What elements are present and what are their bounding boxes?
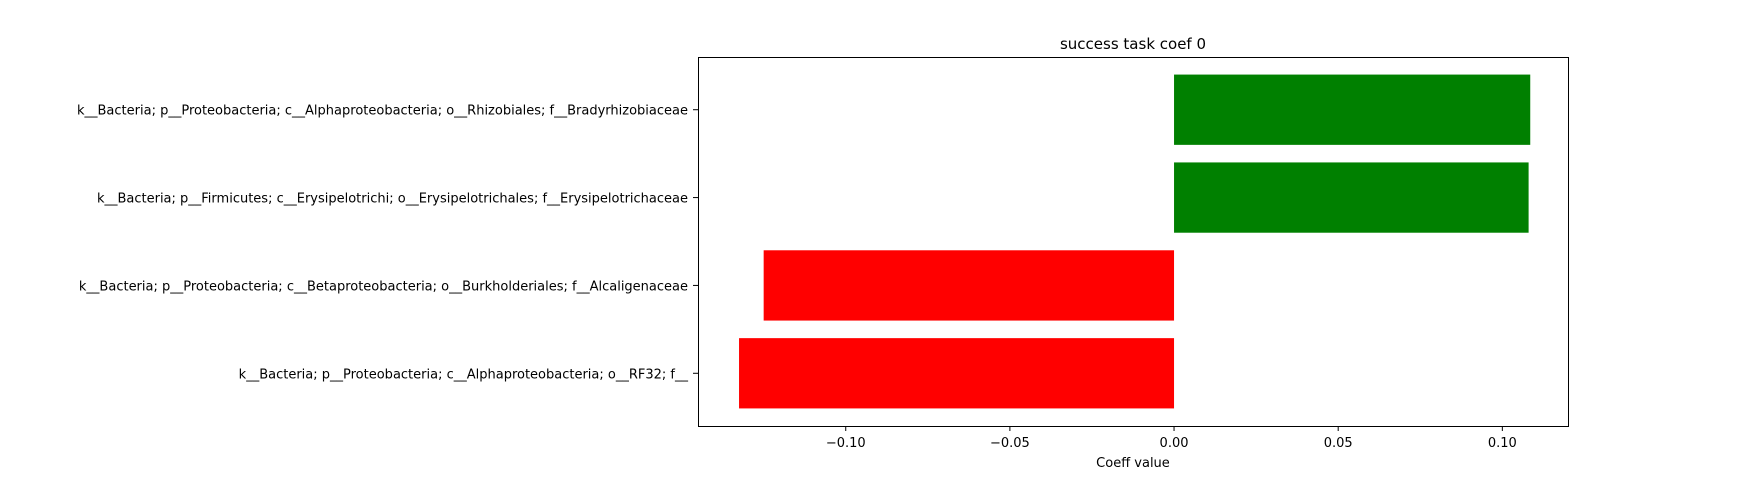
plot-frame <box>698 57 1569 427</box>
x-axis-ticks: −0.10 −0.05 0.00 0.05 0.10 <box>826 426 1517 451</box>
x-tick-label: −0.05 <box>990 436 1030 451</box>
x-axis-label: Coeff value <box>1096 456 1170 471</box>
x-tick-label: 0.00 <box>1160 436 1189 451</box>
category-label: k__Bacteria; p__Firmicutes; c__Erysipelo… <box>97 192 688 207</box>
x-tick-label: 0.10 <box>1488 436 1517 451</box>
bar <box>1174 74 1531 145</box>
category-label: k__Bacteria; p__Proteobacteria; c__Alpha… <box>77 104 688 119</box>
bars-layer <box>739 74 1531 409</box>
x-tick-label: −0.10 <box>826 436 866 451</box>
bar <box>739 338 1175 409</box>
x-tick-label: 0.05 <box>1324 436 1353 451</box>
chart-title: success task coef 0 <box>1060 35 1206 53</box>
y-axis-categories: k__Bacteria; p__Proteobacteria; c__Alpha… <box>77 104 698 382</box>
category-label: k__Bacteria; p__Proteobacteria; c__Betap… <box>79 279 688 294</box>
bar <box>763 250 1175 321</box>
bar <box>1174 162 1529 233</box>
category-label: k__Bacteria; p__Proteobacteria; c__Alpha… <box>239 367 689 382</box>
